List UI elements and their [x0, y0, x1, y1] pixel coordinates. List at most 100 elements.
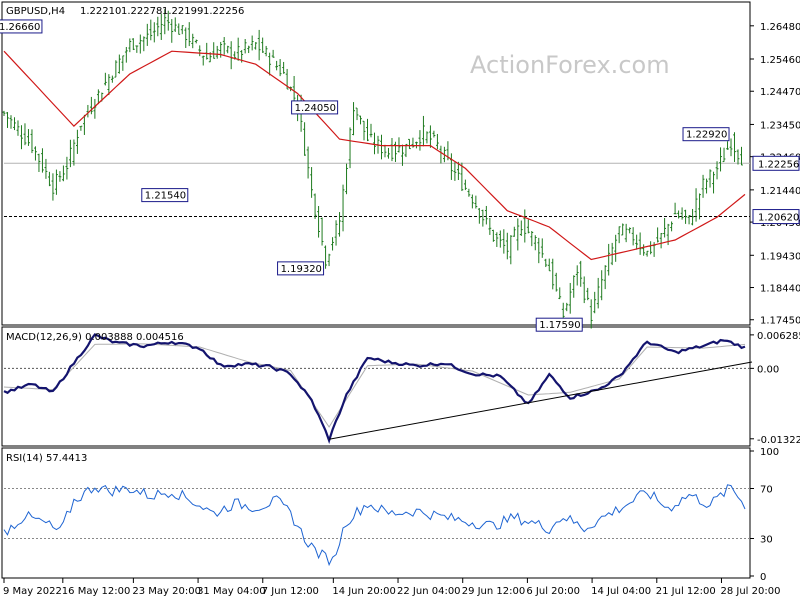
ohlc-bar — [533, 235, 537, 251]
x-tick-label: 29 Jun 12:00 — [462, 586, 526, 597]
ohlc-bar — [62, 165, 65, 182]
ohlc-bar — [722, 147, 726, 163]
price-annotation: 1.21540 — [141, 188, 189, 203]
ohlc-bar — [369, 123, 373, 138]
ohlc-bar — [117, 54, 121, 74]
ohlc-bar — [69, 139, 72, 168]
price-annotation: 1.24050 — [291, 100, 339, 115]
ohlc-bar — [712, 171, 715, 194]
price-annotation: 1.22920 — [682, 127, 730, 142]
ohlc-bar — [635, 234, 639, 250]
x-tick-label: 21 Jul 12:00 — [656, 586, 716, 597]
macd-ytick-label: 0.006285 — [757, 331, 800, 342]
ohlc-bar — [303, 122, 306, 156]
price-annotation: 1.19320 — [277, 261, 325, 276]
ohlc-bar — [310, 167, 313, 198]
ohlc-bar — [708, 169, 712, 188]
price-ytick-label: 1.21440 — [760, 186, 800, 197]
ohlc-bar — [614, 234, 618, 262]
ohlc-bar — [656, 227, 660, 243]
ohlc-bar — [257, 29, 261, 61]
ohlc-bar — [268, 52, 272, 76]
price-ytick-label: 1.17450 — [760, 316, 800, 327]
ohlc-bar — [607, 243, 611, 276]
ohlc-bar — [593, 291, 597, 314]
price-axis-tag: 1.20620 — [752, 209, 800, 225]
ohlc-bar — [138, 34, 142, 54]
ohlc-bar — [477, 208, 481, 224]
ohlc-bar — [124, 46, 128, 63]
ohlc-bar — [589, 299, 593, 329]
ohlc-low: 1.22199 — [162, 6, 203, 17]
ohlc-bar — [526, 219, 530, 234]
ohlc-bar — [30, 129, 34, 154]
ohlc-bar — [107, 74, 111, 96]
ohlc-bar — [422, 115, 425, 147]
ohlc-bar — [638, 232, 642, 255]
ohlc-bar — [624, 223, 628, 243]
ohlc-bar — [79, 125, 83, 131]
ohlc-bar — [547, 258, 551, 272]
ohlc-bar — [338, 212, 341, 237]
x-tick-label: 31 May 04:00 — [197, 586, 266, 597]
ohlc-bar — [460, 162, 464, 192]
ohlc-bar — [156, 16, 160, 37]
watermark: ActionForex.com — [470, 51, 670, 79]
rsi-line — [3, 484, 746, 567]
ohlc-bar — [505, 232, 509, 260]
ohlc-bar — [684, 209, 687, 224]
ohlc-bar — [467, 188, 471, 197]
price-annotation-box — [291, 100, 339, 115]
price-ytick-label: 1.26480 — [760, 22, 800, 33]
ohlc-bar — [20, 125, 23, 150]
ohlc-bar — [705, 178, 708, 194]
ohlc-bar — [254, 42, 258, 50]
rsi-layer — [3, 484, 750, 567]
ohlc-bar — [317, 205, 320, 238]
ohlc-bar — [404, 143, 408, 158]
axis-layer: 1.264801.254601.244701.234501.224601.214… — [3, 22, 800, 597]
ohlc-bar — [103, 72, 107, 86]
ohlc-bar — [586, 287, 590, 301]
ohlc-bar — [27, 129, 30, 146]
ohlc-bar — [327, 253, 331, 267]
ohlc-bar — [331, 237, 334, 251]
ohlc-open: 1.22210 — [80, 6, 121, 17]
x-tick-label: 7 Jun 12:00 — [262, 586, 319, 597]
ohlc-bar — [159, 13, 163, 40]
ohlc-bar — [215, 45, 219, 59]
ohlc-bar — [600, 270, 604, 301]
ohlc-bar — [194, 39, 198, 44]
ohlc-bar — [275, 60, 279, 71]
ohlc-bar — [2, 110, 6, 116]
moving-average-line — [3, 50, 746, 261]
ohlc-bar — [13, 117, 16, 131]
ohlc-bar — [523, 209, 527, 243]
ohlc-bar — [37, 153, 41, 172]
ohlc-bar — [733, 132, 736, 162]
ohlc-bar — [691, 208, 694, 226]
ohlc-bar — [345, 163, 348, 195]
ohlc-bar — [621, 223, 625, 236]
ohlc-bar — [537, 237, 541, 264]
ohlc-bar — [271, 49, 275, 58]
x-tick-label: 9 May 2022 — [3, 586, 62, 597]
ohlc-bar — [41, 148, 44, 173]
ohlc-bar — [544, 258, 548, 268]
price-axis-tag-box — [752, 209, 800, 225]
ohlc-bar — [687, 215, 691, 225]
ohlc-bar — [432, 130, 436, 138]
ohlc-bar — [397, 137, 401, 153]
ohlc-bar — [348, 127, 352, 169]
price-layer: 1.26660 1.21540 1.24050 1.19320 1.17590 1.229… — [0, 9, 750, 332]
ohlc-bar — [719, 147, 722, 172]
ohlc-bar — [352, 102, 355, 136]
ohlc-bar — [516, 218, 520, 251]
ohlc-bar — [530, 230, 534, 247]
ohlc-bar — [429, 125, 432, 148]
price-annotation-label: 1.21540 — [145, 191, 186, 202]
ohlc-bar — [509, 235, 513, 265]
price-ytick-label: 1.23450 — [760, 120, 800, 131]
ohlc-bar — [568, 282, 572, 314]
